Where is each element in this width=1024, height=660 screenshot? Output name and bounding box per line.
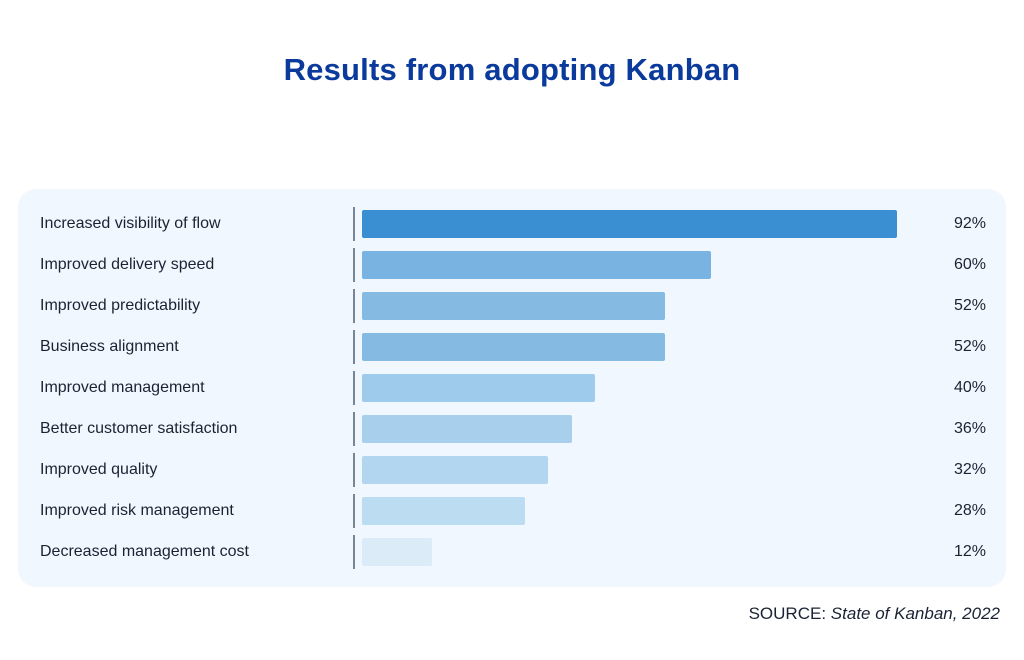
axis-divider: [353, 535, 355, 569]
chart-title: Results from adopting Kanban: [283, 52, 741, 87]
axis-divider: [353, 371, 355, 405]
value-label: 52%: [953, 338, 986, 355]
axis-divider: [353, 453, 355, 487]
category-label: Improved management: [40, 379, 205, 396]
value-label: 28%: [953, 502, 986, 519]
value-label: 36%: [953, 420, 986, 437]
axis-divider: [353, 412, 355, 446]
category-label: Improved predictability: [40, 297, 201, 314]
bar: [362, 333, 665, 361]
bar: [362, 456, 548, 484]
bar: [362, 292, 665, 320]
category-label: Improved quality: [40, 461, 158, 478]
category-label: Business alignment: [40, 338, 179, 355]
value-label: 32%: [953, 461, 986, 478]
bar: [362, 538, 432, 566]
bar: [362, 210, 897, 238]
value-label: 60%: [953, 256, 986, 273]
category-label: Improved risk management: [40, 502, 234, 519]
value-label: 92%: [953, 215, 986, 232]
source-text: State of Kanban, 2022: [830, 604, 1000, 623]
bar: [362, 374, 595, 402]
category-label: Improved delivery speed: [40, 256, 215, 273]
value-label: 40%: [953, 379, 986, 396]
axis-divider: [353, 289, 355, 323]
bar: [362, 415, 572, 443]
axis-divider: [353, 494, 355, 528]
bar: [362, 497, 525, 525]
axis-divider: [353, 330, 355, 364]
category-label: Better customer satisfaction: [40, 420, 238, 437]
bar: [362, 251, 711, 279]
source-prefix: SOURCE:: [748, 604, 827, 623]
value-label: 52%: [953, 297, 986, 314]
category-label: Decreased management cost: [40, 543, 249, 560]
category-label: Increased visibility of flow: [40, 215, 221, 232]
axis-divider: [353, 248, 355, 282]
source-note: SOURCE: State of Kanban, 2022: [749, 604, 1000, 624]
axis-divider: [353, 207, 355, 241]
value-label: 12%: [953, 543, 986, 560]
